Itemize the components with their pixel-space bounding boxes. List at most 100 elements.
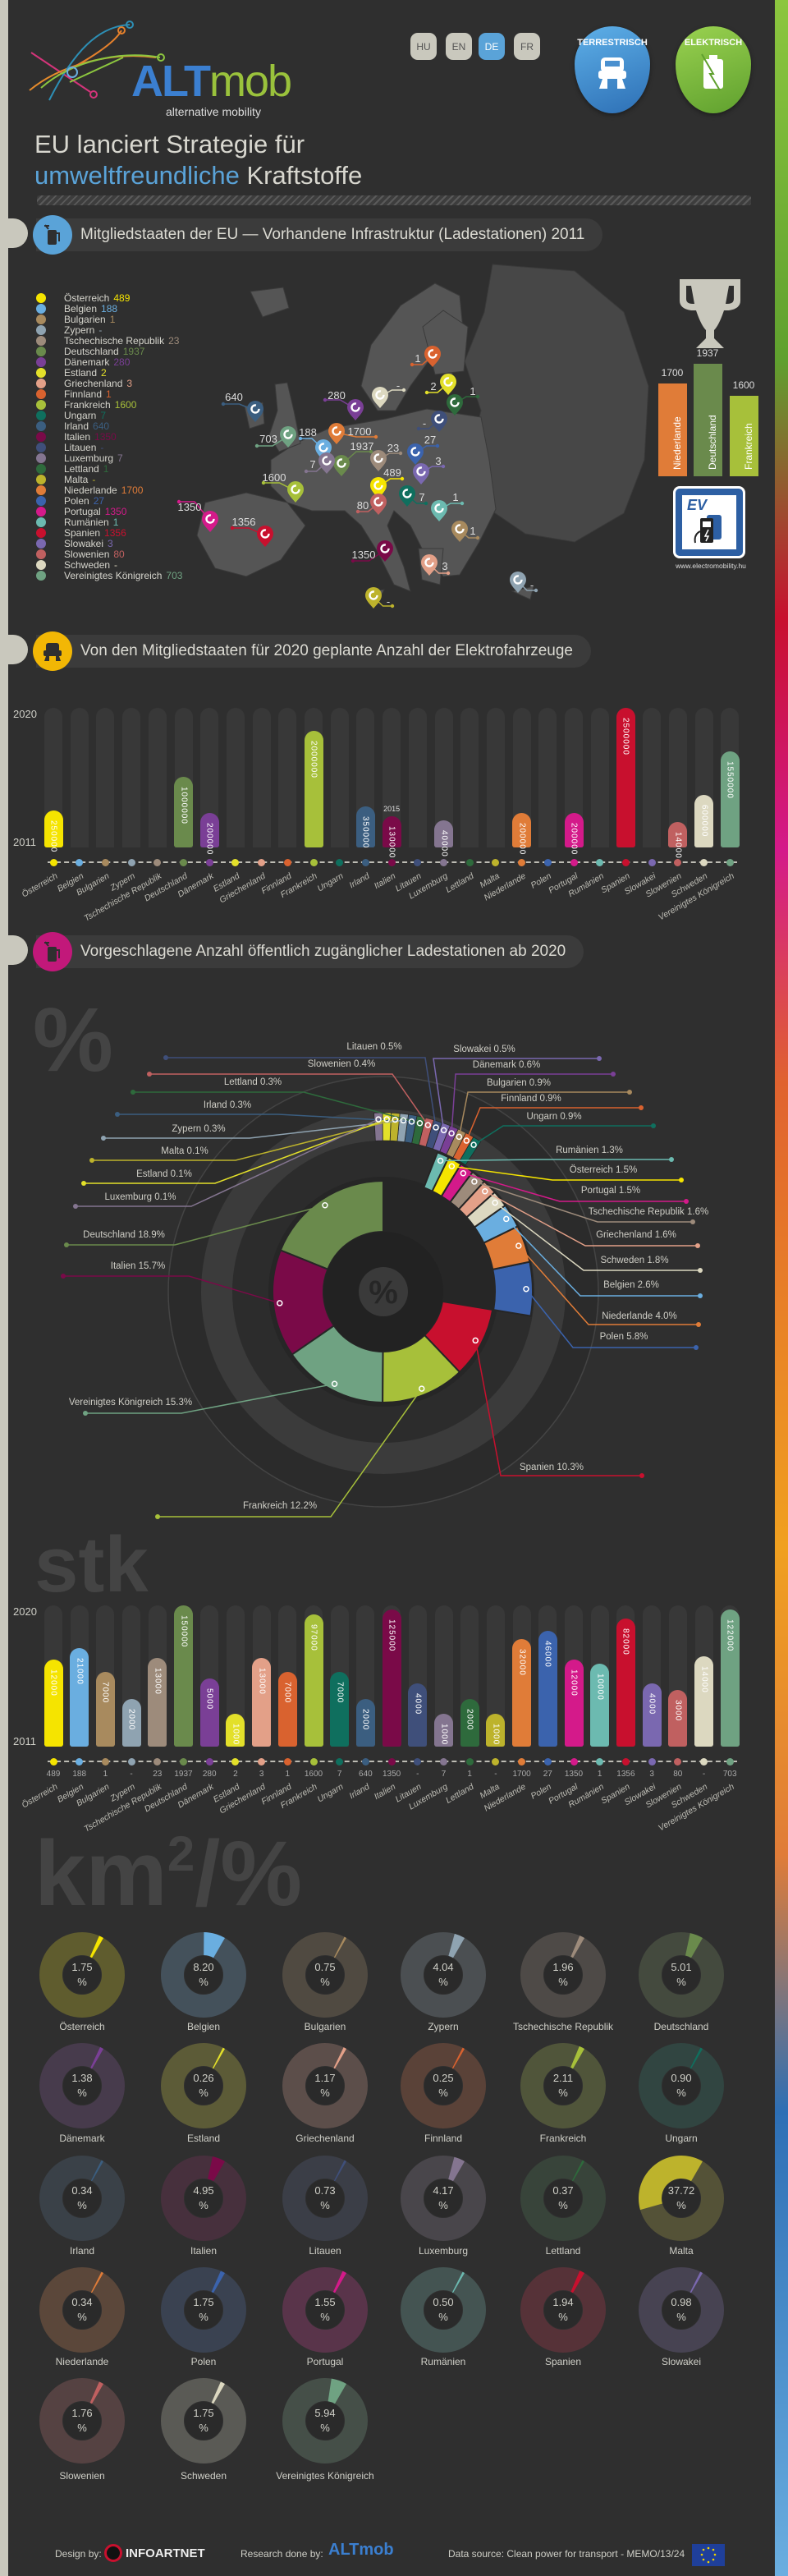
bar[interactable]: 7000: [330, 1671, 350, 1747]
country-dot: [518, 1758, 526, 1766]
bar[interactable]: 14000: [668, 821, 688, 858]
bar[interactable]: 40000: [434, 820, 453, 857]
pin-ring: [250, 404, 260, 414]
bar[interactable]: 10000: [590, 1664, 610, 1747]
donut-ring: [401, 2267, 486, 2353]
pin-value-label: 1: [415, 352, 420, 365]
altmob-logo[interactable]: ALTmob alternative mobility: [25, 18, 296, 118]
bar[interactable]: 46000: [538, 1631, 557, 1747]
map-pin-icon: [328, 423, 345, 444]
legend-item: Estland 2: [36, 367, 107, 379]
legend-item: Frankreich 1600: [36, 399, 136, 411]
bar[interactable]: 13000: [252, 1658, 272, 1747]
km2-donut: [639, 1932, 724, 2018]
altmob-footer-logo[interactable]: ALTmob: [328, 2541, 394, 2560]
bar[interactable]: 122000: [720, 1609, 740, 1747]
donut-country: Estland: [186, 2133, 221, 2144]
pie-label: Polen 5.8%: [599, 1332, 648, 1342]
pie-leader-dot: [155, 1514, 160, 1519]
bar[interactable]: 200000: [199, 813, 219, 856]
bar[interactable]: 7000: [277, 1671, 297, 1747]
legend-country: Spanien: [64, 526, 101, 539]
km2-donut: [282, 2156, 368, 2241]
legend-value: 1350: [94, 430, 117, 443]
bar[interactable]: 12000: [44, 1660, 63, 1747]
donut-ring: [161, 2378, 246, 2464]
bar[interactable]: 14000: [694, 1656, 713, 1747]
bar[interactable]: 2000: [355, 1698, 375, 1747]
bar[interactable]: 5000: [199, 1678, 219, 1747]
bar[interactable]: 200000: [564, 813, 584, 856]
bar[interactable]: 2000000: [304, 730, 323, 847]
country-dot: [726, 859, 734, 866]
bar[interactable]: 150000: [174, 1605, 193, 1747]
bar[interactable]: 2000: [121, 1698, 141, 1747]
bar[interactable]: 7000: [95, 1671, 115, 1747]
lang-button-fr[interactable]: FR: [514, 33, 540, 60]
badge-terrestrisch[interactable]: TERRESTRISCH: [575, 26, 650, 113]
bar[interactable]: 2500000: [616, 708, 635, 847]
bar[interactable]: 130000: [382, 816, 401, 859]
bar[interactable]: 600000: [694, 794, 713, 847]
bar[interactable]: 1000000: [174, 776, 193, 847]
bar[interactable]: 4000: [642, 1683, 662, 1747]
bar-value-label: 97000: [309, 1624, 318, 1652]
pie-leader-dot: [597, 1056, 602, 1061]
country-dot: [621, 1758, 630, 1766]
lang-button-hu[interactable]: HU: [410, 33, 437, 60]
bar[interactable]: 250000: [44, 810, 63, 853]
lang-button-de[interactable]: DE: [479, 33, 505, 60]
legend-country: Malta: [64, 473, 89, 485]
bar[interactable]: 2000: [460, 1698, 479, 1747]
pin-shape: [372, 387, 388, 408]
lang-button-en[interactable]: EN: [446, 33, 472, 60]
bar-track: [330, 708, 349, 847]
donut-hole: [544, 2179, 582, 2217]
bar[interactable]: 4000: [408, 1683, 428, 1747]
pin-leader-dot: [400, 476, 405, 481]
existing-2011-value: 280: [202, 1770, 217, 1779]
donut-unit: %: [320, 2311, 330, 2323]
pie-label: Lettland 0.3%: [223, 1077, 282, 1087]
strip-notch: [0, 218, 28, 248]
bar[interactable]: 350000: [355, 806, 375, 848]
bar-value-label: 122000: [725, 1619, 735, 1652]
country-dot: [309, 859, 318, 866]
bar[interactable]: 12000: [564, 1660, 584, 1747]
country-dot: [361, 859, 369, 866]
existing-2011-value: 1356: [616, 1770, 635, 1779]
km2-donut: [161, 1932, 246, 2018]
donut-value: 5.94: [314, 2407, 336, 2419]
bar[interactable]: 13000: [148, 1658, 167, 1747]
legend-value: 640: [93, 420, 110, 432]
km2-donut: [39, 2267, 125, 2353]
bar[interactable]: 200000: [512, 813, 532, 856]
pin-ring: [350, 402, 360, 412]
bar[interactable]: 21000: [70, 1647, 89, 1747]
pin-leader-dot: [176, 499, 181, 504]
bar-value-label: 10000: [595, 1674, 605, 1701]
donut-value: 1.55: [314, 2296, 336, 2308]
legend-country: Luxemburg: [64, 452, 114, 464]
map-pin-icon: [372, 387, 388, 408]
bar[interactable]: 125000: [382, 1609, 401, 1747]
bar[interactable]: 1000: [434, 1713, 453, 1747]
bar[interactable]: 3000: [668, 1689, 688, 1747]
bar[interactable]: 82000: [616, 1618, 635, 1747]
y-label-bottom: 2011: [13, 836, 36, 848]
bar[interactable]: 97000: [304, 1614, 323, 1747]
bar[interactable]: 1550000: [720, 751, 740, 847]
bar-value-label: 21000: [75, 1657, 85, 1685]
donut-country: Niederlande: [55, 2356, 109, 2367]
infoartnet-logo[interactable]: INFOARTNET: [104, 2544, 205, 2562]
section-header-stations-2020: Vorgeschlagene Anzahl öffentlich zugängl…: [33, 932, 584, 971]
bar[interactable]: 32000: [512, 1638, 532, 1747]
badge-elektrisch[interactable]: ELEKTRISCH: [676, 26, 751, 113]
bar[interactable]: 1000: [486, 1713, 506, 1747]
bar[interactable]: 1000: [226, 1713, 245, 1747]
podium-value: 1937: [696, 347, 719, 359]
legend-value: -: [100, 441, 104, 453]
pie-label: Litauen 0.5%: [346, 1042, 402, 1052]
existing-2011-value: 7: [337, 1770, 342, 1779]
legend-dot: [36, 452, 46, 463]
